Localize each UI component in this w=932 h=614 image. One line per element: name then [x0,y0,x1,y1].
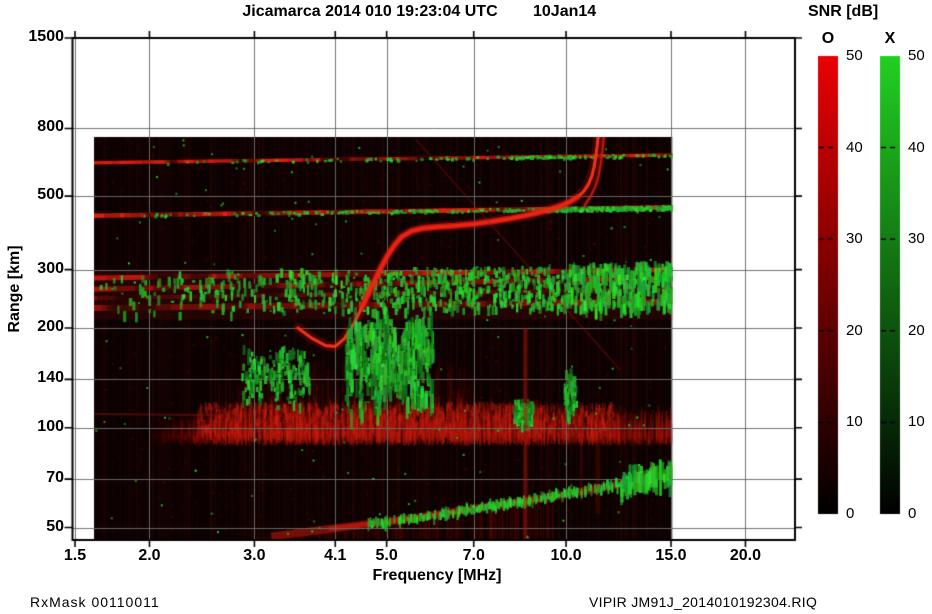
footer-rxmask: RxMask 00110011 [30,594,160,610]
colorbar-tick-label: 20 [908,321,925,339]
colorbar-tick-label: 40 [908,138,925,156]
colorbar-tick-label: 30 [908,230,925,248]
x-axis-tick-label: 20.0 [729,547,762,564]
colorbar-title: SNR [dB] [808,3,879,20]
x-axis-tick-label: 7.0 [462,547,485,564]
x-axis-tick-label: 5.0 [375,547,398,564]
o-mode-colorbar-label: O [821,30,835,47]
y-axis-tick-label: 800 [37,118,64,136]
y-axis-tick-label: 300 [37,259,64,277]
x-axis-tick-label: 3.0 [243,547,266,564]
x-axis-tick-label: 10.0 [550,547,582,564]
x-axis-label: Frequency [MHz] [372,567,502,584]
colorbar-tick-label: 0 [908,505,917,522]
y-axis-tick-label: 500 [37,186,64,204]
x-axis-tick-label: 1.5 [63,547,87,564]
colorbar-tick-label: 0 [846,505,855,522]
x-mode-colorbar-label: X [884,30,896,47]
colorbar-tick-label: 10 [846,413,863,431]
x-axis-tick-label: 4.1 [324,547,347,564]
y-axis-tick-label: 200 [37,317,64,335]
y-axis-tick-label: 1500 [28,28,64,45]
x-axis-tick-label: 15.0 [655,547,687,564]
y-axis-tick-label: 140 [37,369,64,387]
colorbar-tick-label: 50 [908,47,925,64]
plot-title: Jicamarca 2014 010 19:23:04 UTC [242,3,498,20]
colorbar-tick-label: 40 [846,138,863,156]
colorbar-tick-label: 20 [846,321,863,339]
y-axis-tick-label: 50 [46,517,64,535]
footer-filename: VIPIR JM91J_2014010192304.RIQ [589,594,818,610]
colorbar-tick-label: 10 [908,413,925,431]
colorbar-tick-label: 50 [846,47,863,64]
plot-date-label: 10Jan14 [533,3,597,20]
colorbar-tick-label: 30 [846,230,863,248]
x-axis-tick-label: 2.0 [138,547,161,564]
y-axis-tick-label: 100 [37,417,64,435]
y-axis-tick-label: 70 [46,469,64,487]
